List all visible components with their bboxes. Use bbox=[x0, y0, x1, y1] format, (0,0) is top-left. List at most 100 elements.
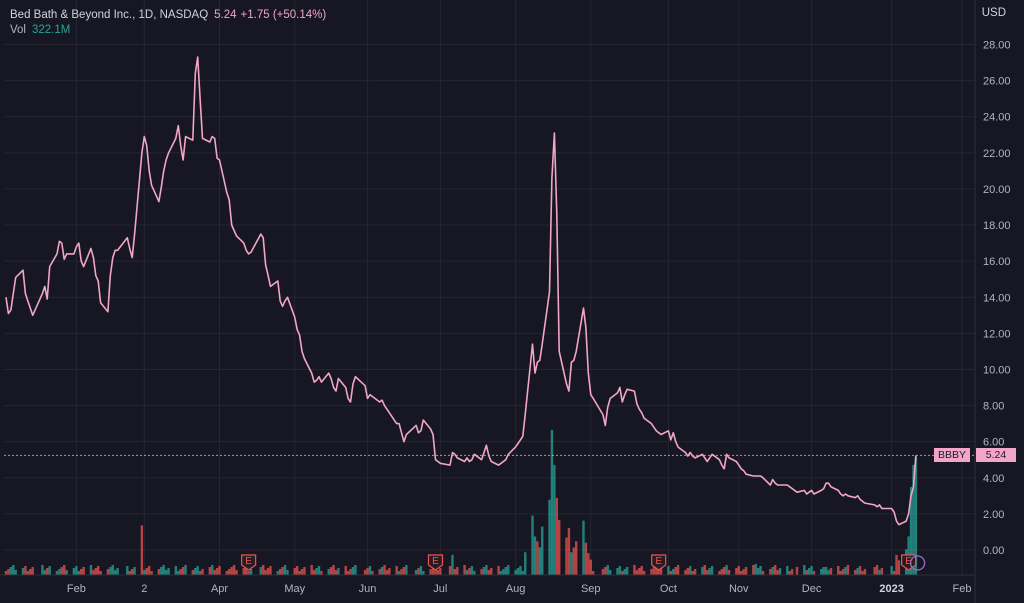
volume-bar bbox=[453, 569, 457, 575]
x-tick-label: 2 bbox=[141, 583, 147, 595]
volume-bar bbox=[402, 567, 406, 575]
volume-bar bbox=[431, 567, 435, 575]
volume-bar bbox=[618, 566, 622, 575]
volume-bar bbox=[29, 569, 32, 575]
volume-bar bbox=[689, 566, 692, 575]
volume-bar bbox=[676, 565, 680, 575]
volume-bar bbox=[181, 567, 185, 575]
volume-bar bbox=[633, 565, 636, 575]
volume-bar bbox=[805, 570, 808, 575]
volume-bar bbox=[48, 566, 51, 575]
volume-bar bbox=[65, 570, 68, 575]
symbol-price-tag: BBBY bbox=[934, 448, 970, 463]
volume-bar bbox=[638, 568, 641, 575]
volume-bar bbox=[344, 566, 347, 575]
volume-bar bbox=[80, 569, 83, 575]
volume-bar bbox=[46, 568, 49, 575]
symbol-title[interactable]: Bed Bath & Beyond Inc., 1D, NASDAQ bbox=[10, 9, 209, 21]
volume-bar bbox=[514, 570, 517, 575]
volume-label[interactable]: Vol bbox=[10, 24, 26, 36]
volume-bar bbox=[790, 569, 794, 575]
y-tick-label: 20.00 bbox=[983, 184, 1011, 196]
earnings-marker[interactable]: E bbox=[651, 554, 667, 571]
volume-bar bbox=[43, 570, 47, 575]
svg-text:E: E bbox=[432, 556, 439, 567]
volume-bar bbox=[293, 568, 296, 575]
volume-bar bbox=[371, 571, 374, 575]
y-tick-label: 26.00 bbox=[983, 76, 1011, 88]
volume-bar bbox=[247, 571, 250, 575]
volume-bar bbox=[63, 565, 66, 575]
volume-bar bbox=[334, 570, 338, 575]
currency-label[interactable]: USD bbox=[981, 7, 1006, 19]
volume-bar bbox=[739, 571, 743, 575]
last-price: 5.24 bbox=[214, 9, 237, 21]
volume-bar bbox=[128, 571, 131, 575]
volume-bar bbox=[769, 569, 772, 575]
volume-bar bbox=[143, 570, 146, 575]
volume-bar bbox=[895, 554, 898, 575]
volume-bar bbox=[482, 567, 486, 575]
volume-bar bbox=[708, 568, 711, 575]
volume-bar bbox=[385, 570, 389, 575]
volume-bar bbox=[82, 567, 85, 575]
y-tick-label: 28.00 bbox=[983, 40, 1011, 52]
volume-bar bbox=[405, 565, 408, 575]
volume-bar bbox=[218, 566, 221, 575]
volume-bar bbox=[451, 554, 454, 575]
price-axis[interactable]: 28.00 26.00 24.00 22.00 20.00 18.00 16.00 14.00… bbox=[983, 40, 1011, 558]
volume-bar bbox=[281, 567, 284, 575]
event-marker[interactable] bbox=[909, 555, 926, 571]
volume-bar bbox=[829, 568, 833, 575]
last-price-tag: 5.24 bbox=[976, 448, 1016, 463]
y-tick-label: 0.00 bbox=[983, 545, 1004, 557]
volume-bar bbox=[259, 567, 262, 575]
volume-bar bbox=[228, 569, 231, 575]
volume-bar bbox=[725, 565, 728, 575]
volume-bar bbox=[880, 568, 884, 575]
volume-bar bbox=[7, 569, 10, 575]
volume-bar bbox=[58, 569, 61, 575]
volume-value: 322.1M bbox=[32, 24, 71, 36]
volume-bar bbox=[208, 567, 212, 575]
volume-bar bbox=[839, 571, 842, 575]
time-axis[interactable]: Feb 2 Apr May Jun Jul Aug Sep Oct Nov Dec 2023 Feb bbox=[67, 583, 972, 595]
volume-bar bbox=[439, 568, 442, 575]
volume-bar bbox=[72, 568, 76, 575]
volume-bar bbox=[703, 565, 707, 575]
volume-bar bbox=[174, 566, 178, 575]
volume-bar bbox=[245, 566, 248, 575]
volume-bar bbox=[75, 566, 78, 575]
volume-bar bbox=[667, 566, 670, 575]
volume-bar bbox=[837, 566, 840, 575]
earnings-marker[interactable]: E bbox=[427, 554, 444, 571]
volume-bar bbox=[230, 567, 233, 575]
volume-bar bbox=[60, 567, 64, 575]
volume-bar bbox=[395, 566, 398, 575]
volume-bar bbox=[807, 568, 811, 575]
volume-bar bbox=[160, 567, 163, 575]
volume-bar bbox=[167, 568, 170, 575]
volume-bar bbox=[803, 565, 806, 575]
earnings-marker[interactable]: E bbox=[241, 554, 257, 571]
volume-bar bbox=[875, 565, 879, 575]
volume-bar bbox=[162, 565, 165, 575]
volume-bar bbox=[541, 526, 544, 575]
volume-bar bbox=[909, 486, 913, 575]
volume-bar bbox=[589, 559, 592, 575]
volume-bar bbox=[298, 571, 301, 575]
volume-bar bbox=[824, 566, 828, 575]
volume-bar bbox=[754, 563, 757, 575]
x-tick-label: Jun bbox=[359, 583, 377, 595]
y-tick-label: 6.00 bbox=[983, 437, 1004, 449]
volume-bar bbox=[786, 566, 789, 575]
volume-bar bbox=[349, 569, 352, 575]
volume-bar bbox=[4, 571, 8, 575]
volume-bar bbox=[286, 570, 289, 575]
volume-bar bbox=[468, 568, 471, 575]
volume-bar bbox=[249, 569, 253, 575]
volume-bar bbox=[264, 570, 267, 575]
volume-bar bbox=[642, 571, 646, 575]
